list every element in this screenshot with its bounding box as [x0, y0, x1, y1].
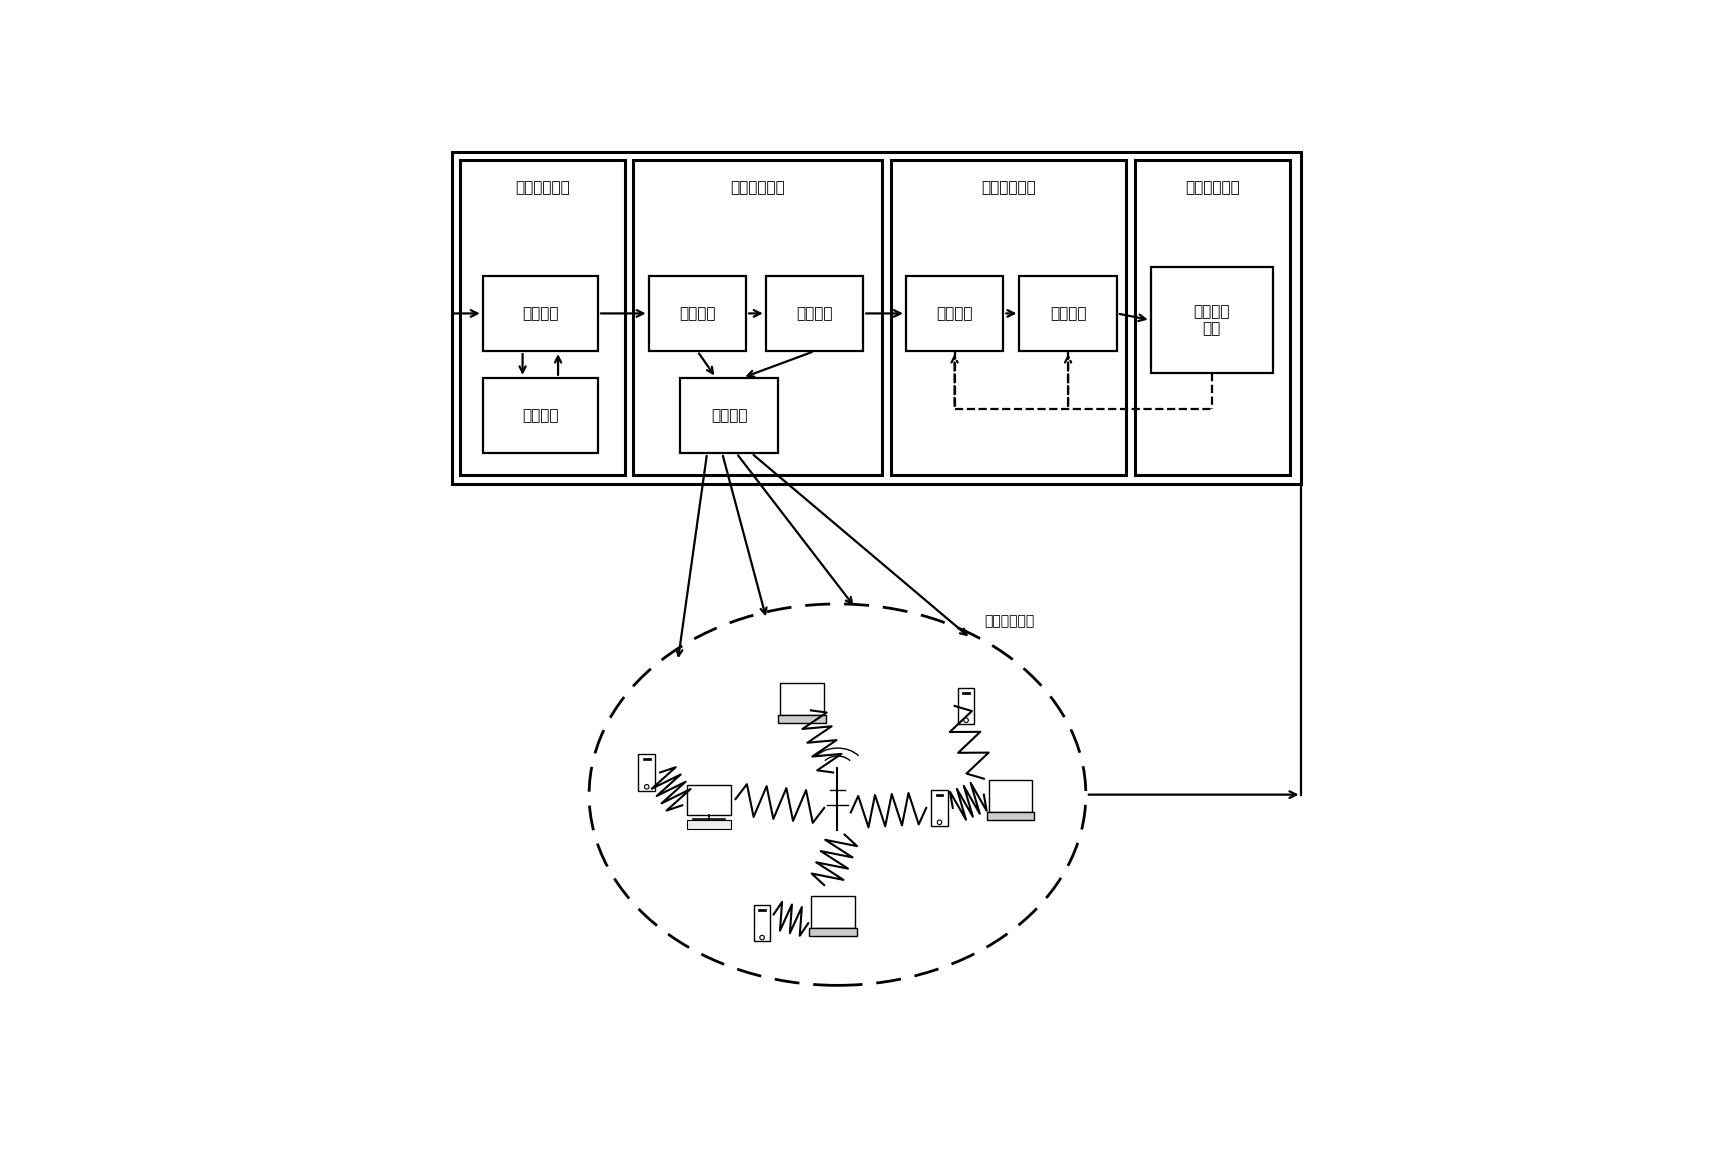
Bar — [962, 691, 971, 694]
Bar — [986, 812, 1034, 820]
Bar — [957, 688, 974, 725]
Bar — [483, 275, 597, 351]
Bar — [687, 820, 731, 829]
Bar — [931, 790, 948, 826]
Bar — [1019, 275, 1116, 351]
Bar — [633, 160, 882, 476]
Bar — [680, 378, 777, 453]
Bar — [810, 927, 858, 935]
Bar — [781, 683, 823, 714]
Bar — [753, 905, 770, 941]
Text: 博弈分析: 博弈分析 — [936, 306, 972, 321]
Bar — [452, 152, 1301, 484]
Bar — [1150, 267, 1274, 373]
Text: 信息采集: 信息采集 — [522, 306, 558, 321]
Bar — [639, 755, 656, 790]
Text: 信任整合: 信任整合 — [680, 306, 716, 321]
Text: 信任分级: 信任分级 — [796, 306, 832, 321]
Circle shape — [760, 935, 764, 940]
Bar — [890, 160, 1126, 476]
Bar — [687, 785, 731, 814]
Bar — [649, 275, 746, 351]
Bar — [758, 909, 765, 911]
Text: 激励惩罚
机制: 激励惩罚 机制 — [1193, 304, 1229, 336]
Bar — [777, 714, 825, 722]
Text: 信任感知阶段: 信任感知阶段 — [515, 180, 570, 195]
Bar — [483, 378, 597, 453]
Circle shape — [644, 785, 649, 789]
Text: 信任评价阶段: 信任评价阶段 — [731, 180, 786, 195]
Circle shape — [936, 820, 942, 825]
Text: 信任传播: 信任传播 — [710, 408, 748, 423]
Circle shape — [964, 718, 969, 722]
Bar — [906, 275, 1003, 351]
Text: 局部更新: 局部更新 — [522, 408, 558, 423]
Text: 激励优化阶段: 激励优化阶段 — [1185, 180, 1239, 195]
Text: 动态演化: 动态演化 — [1049, 306, 1087, 321]
Bar — [936, 794, 943, 796]
Bar — [1135, 160, 1289, 476]
Bar — [811, 896, 854, 927]
Text: 认知中继网络: 认知中继网络 — [984, 615, 1034, 629]
Text: 信任演化阶段: 信任演化阶段 — [981, 180, 1036, 195]
Bar — [644, 758, 651, 760]
Bar — [988, 780, 1032, 812]
Bar — [461, 160, 625, 476]
Bar — [765, 275, 863, 351]
